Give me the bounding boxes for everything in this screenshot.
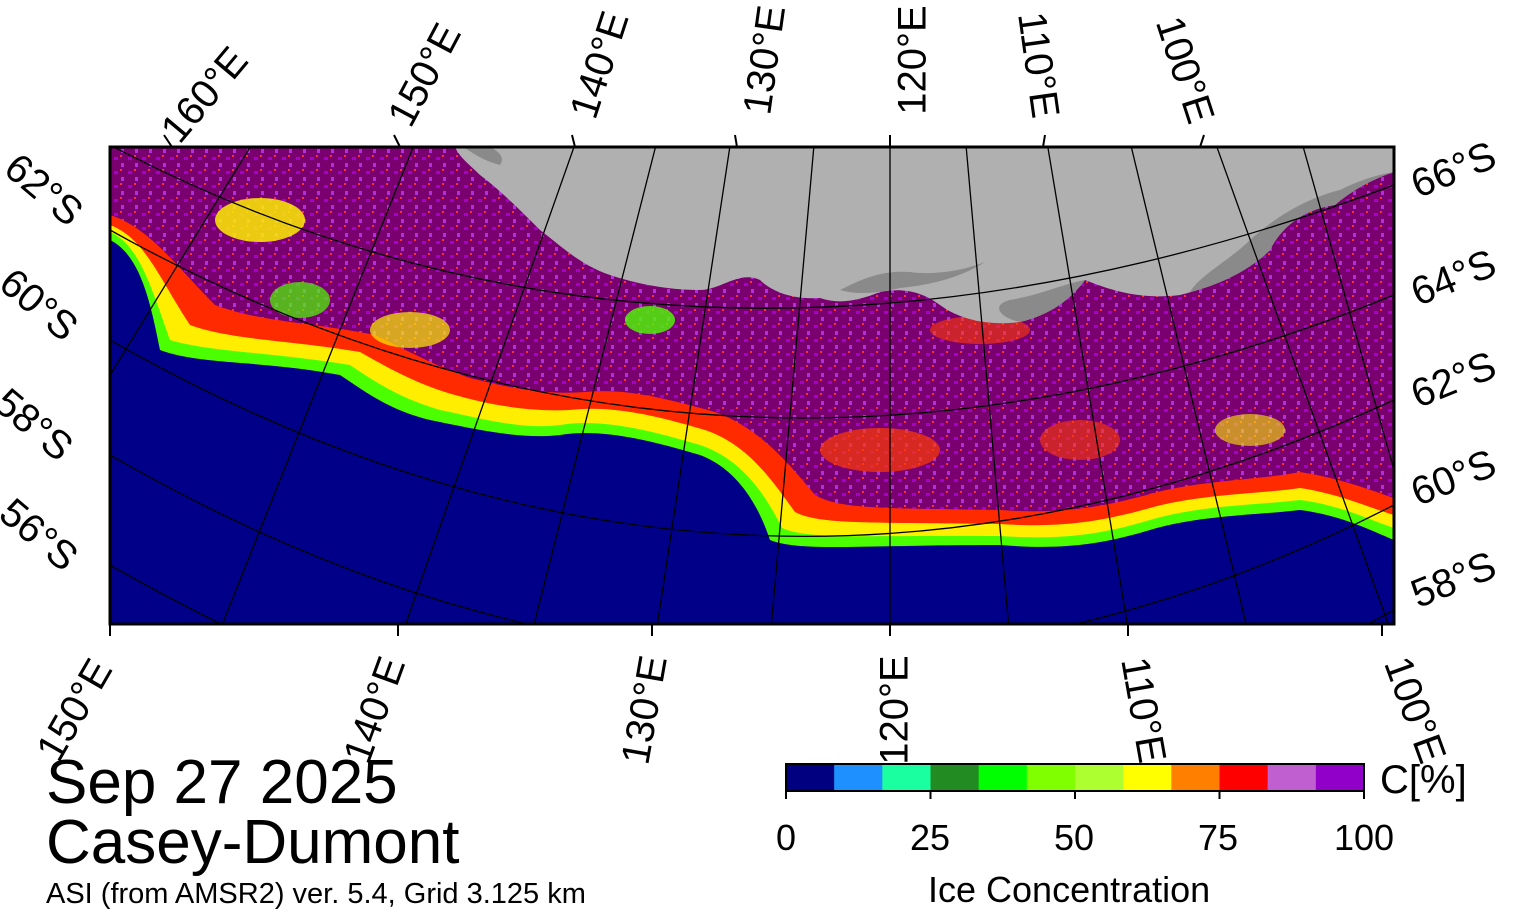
colorbar-tick-75: 75 — [1197, 817, 1239, 858]
region-title: Casey-Dumont — [46, 808, 460, 877]
colorbar-swatch — [1123, 764, 1172, 791]
colorbar — [785, 763, 1365, 799]
bottom-lon-label-120E: 120°E — [872, 655, 917, 765]
date-title: Sep 27 2025 — [46, 748, 398, 817]
colorbar-swatch — [978, 764, 1028, 791]
colorbar-swatch — [882, 764, 931, 791]
colorbar-swatch — [1075, 764, 1124, 791]
colorbar-tick-100: 100 — [1333, 817, 1395, 858]
colorbar-tick-0: 0 — [775, 817, 797, 858]
colorbar-swatch — [1171, 764, 1220, 791]
colorbar-title: Ice Concentration — [928, 869, 1211, 910]
map-frame — [108, 145, 1396, 626]
colorbar-swatch — [1267, 764, 1317, 791]
colorbar-swatch — [1026, 764, 1076, 791]
colorbar-unit: C[%] — [1380, 758, 1467, 802]
graticule-meridians — [110, 147, 1394, 624]
colorbar-swatch — [930, 764, 980, 791]
colorbar-swatch — [834, 764, 883, 791]
colorbar-tick-25: 25 — [909, 817, 951, 858]
colorbar-tick-50: 50 — [1053, 817, 1095, 858]
antarctica-land — [455, 147, 1394, 324]
colorbar-swatch — [1315, 764, 1365, 791]
top-lon-label-120E: 120°E — [890, 5, 935, 115]
source-caption: ASI (from AMSR2) ver. 5.4, Grid 3.125 km — [46, 878, 586, 910]
colorbar-swatch — [786, 764, 835, 791]
colorbar-swatch — [1219, 764, 1269, 791]
